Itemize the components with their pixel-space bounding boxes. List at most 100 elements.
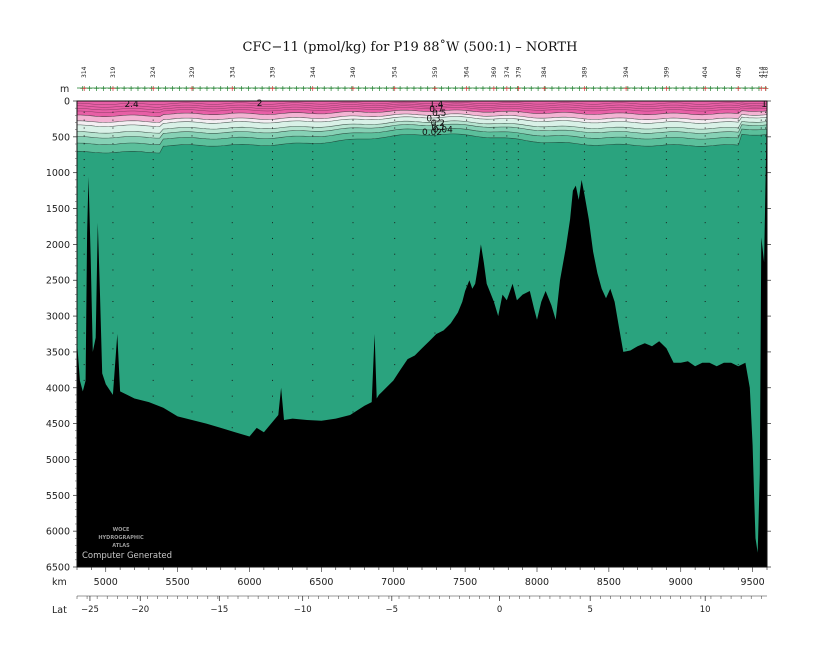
sample-point — [191, 135, 193, 137]
sample-point — [312, 237, 314, 239]
sample-point — [506, 190, 508, 192]
sample-point — [543, 253, 545, 255]
contour-label: 1 — [761, 100, 767, 110]
sample-point — [394, 127, 396, 129]
station-number: 329 — [189, 66, 196, 78]
lat-tick-label: −10 — [294, 605, 312, 615]
station-tick: + — [623, 84, 630, 93]
sample-point — [231, 427, 233, 429]
station-marker: + — [335, 84, 342, 93]
sample-point — [543, 119, 545, 121]
sample-point — [312, 395, 314, 397]
sample-point — [506, 166, 508, 168]
sample-point — [272, 237, 273, 239]
sample-point — [231, 222, 233, 224]
sample-point — [517, 119, 519, 121]
sample-point — [434, 222, 436, 224]
station-marker: + — [259, 84, 266, 93]
sample-point — [583, 127, 585, 129]
sample-point — [272, 253, 273, 255]
contour-label: 0.3 — [426, 115, 440, 125]
sample-point — [112, 222, 114, 224]
sample-point — [191, 253, 193, 255]
sample-point — [394, 111, 396, 113]
sample-point — [312, 379, 314, 381]
station-marker: + — [197, 84, 204, 93]
sample-point — [466, 143, 468, 145]
station-number: 314 — [81, 66, 88, 78]
sample-point — [83, 269, 85, 271]
sample-point — [466, 285, 468, 287]
sample-point — [704, 151, 706, 153]
sample-point — [583, 143, 585, 145]
sample-point — [517, 253, 519, 255]
sample-point — [191, 237, 193, 239]
sample-point — [191, 316, 193, 318]
sample-point — [665, 143, 667, 145]
sample-point — [466, 151, 468, 153]
sample-point — [625, 348, 627, 350]
sample-point — [231, 411, 233, 413]
station-marker: + — [618, 84, 625, 93]
latitude-label: Lat — [52, 605, 67, 616]
sample-point — [704, 166, 706, 168]
sample-point — [231, 190, 233, 192]
sample-point — [272, 119, 273, 121]
station-marker: + — [162, 84, 169, 93]
cfc-band — [77, 101, 767, 117]
station-marker: + — [631, 84, 638, 93]
sample-point — [83, 143, 85, 145]
station-tick: + — [432, 84, 439, 93]
sample-point — [434, 237, 436, 239]
sample-point — [312, 143, 314, 145]
sample-point — [83, 301, 85, 303]
sample-point — [704, 143, 706, 145]
sample-point — [765, 143, 767, 145]
y-tick-label: 1000 — [46, 168, 70, 179]
sample-point — [760, 190, 762, 192]
sample-point — [152, 119, 154, 121]
sample-point — [83, 379, 85, 381]
sample-point — [112, 348, 114, 350]
sample-point — [765, 174, 767, 176]
sample-point — [272, 166, 273, 168]
sample-point — [434, 135, 436, 137]
station-marker: + — [735, 84, 742, 93]
station-marker: + — [376, 84, 383, 93]
sample-point — [312, 135, 314, 137]
sample-point — [352, 269, 354, 271]
station-marker: + — [252, 84, 259, 93]
sample-point — [665, 127, 667, 129]
station-marker: + — [307, 84, 314, 93]
sample-point — [704, 135, 706, 137]
station-number: 349 — [350, 66, 357, 78]
sample-point — [625, 269, 627, 271]
sample-point — [517, 269, 519, 271]
sample-point — [517, 285, 519, 287]
sample-point — [765, 159, 767, 161]
sample-point — [152, 151, 154, 153]
station-tick: + — [110, 84, 117, 93]
sample-point — [112, 237, 114, 239]
station-number: 334 — [229, 66, 236, 78]
sample-point — [272, 285, 273, 287]
sample-point — [466, 111, 468, 113]
sample-point — [704, 301, 706, 303]
sample-point — [272, 143, 273, 145]
sample-point — [493, 159, 495, 161]
x-tick-label: 7500 — [453, 577, 477, 588]
sample-point — [112, 166, 114, 168]
station-marker: + — [624, 84, 631, 93]
sample-point — [352, 206, 354, 208]
sample-point — [704, 111, 706, 113]
sample-point — [352, 237, 354, 239]
sample-point — [543, 222, 545, 224]
sample-point — [704, 119, 706, 121]
sample-point — [231, 111, 233, 113]
sample-point — [312, 332, 314, 334]
sample-point — [704, 332, 706, 334]
station-marker: + — [693, 84, 700, 93]
contour-line — [77, 107, 767, 113]
sample-point — [625, 206, 627, 208]
